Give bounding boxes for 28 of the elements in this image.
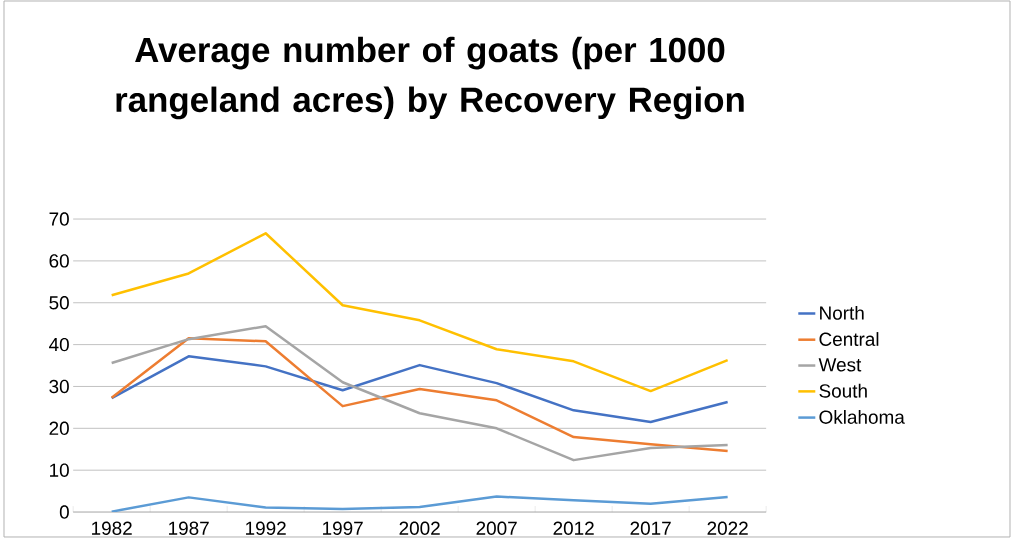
- line-series: [110, 337, 729, 453]
- y-tick-label: 60: [49, 254, 69, 268]
- line-series: [110, 355, 729, 424]
- x-tick-label: 1987: [169, 521, 209, 535]
- y-tick-label: 70: [49, 212, 69, 226]
- legend-label: Oklahoma: [819, 409, 905, 424]
- y-tick-label: 0: [59, 505, 69, 519]
- x-tick-label: 2012: [553, 521, 594, 535]
- y-tick-label: 20: [49, 421, 69, 436]
- x-tick-label: 2022: [707, 521, 748, 535]
- x-tick-label: 2002: [399, 521, 440, 535]
- x-tick-label: 1997: [323, 521, 363, 535]
- legend-label: Central: [819, 332, 879, 346]
- legend-label: North: [820, 305, 864, 320]
- chart-title: Average number of goats (per 1000 rangeland acres) by Recovery Region: [116, 36, 744, 120]
- line-series: [110, 324, 729, 462]
- line-series: [110, 495, 729, 513]
- y-tick-label: 40: [49, 337, 69, 352]
- x-tick-label: 1992: [246, 521, 286, 535]
- line-series: [110, 232, 729, 393]
- legend-label: West: [818, 358, 862, 372]
- legend-label: South: [819, 383, 867, 398]
- y-tick-label: 50: [49, 296, 69, 310]
- x-tick-label: 2007: [476, 521, 517, 535]
- y-tick-label: 10: [50, 463, 69, 477]
- y-tick-label: 30: [49, 379, 69, 394]
- x-tick-label: 2017: [630, 521, 671, 535]
- x-tick-label: 1982: [92, 521, 132, 535]
